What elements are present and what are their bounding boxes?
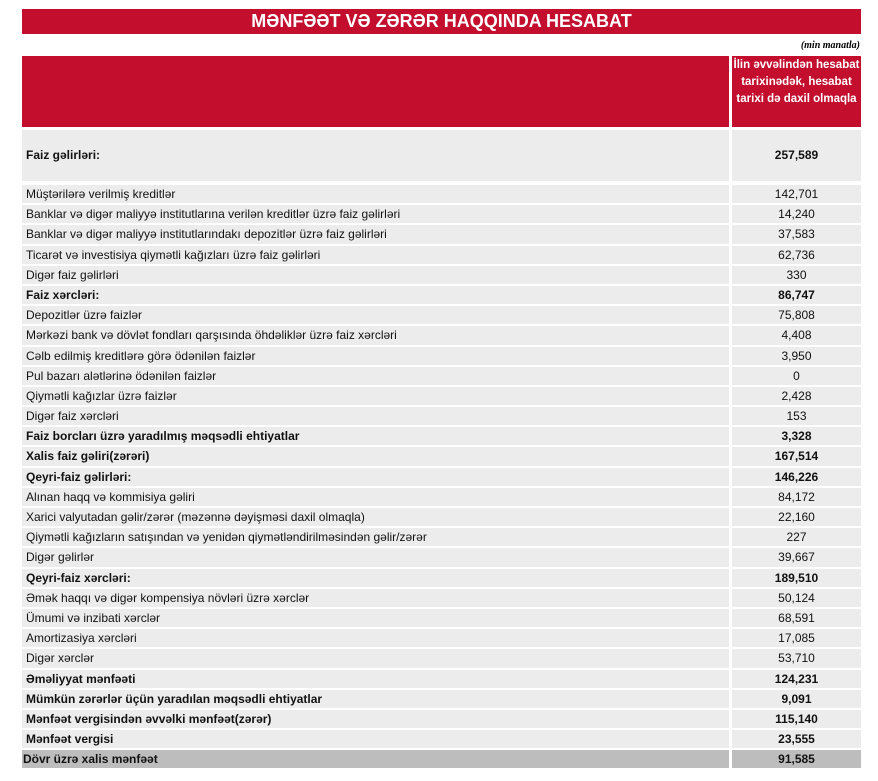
row-label: Banklar və digər maliyyə institutlarına … xyxy=(22,205,729,224)
table-row: Pul bazarı alətlərinə ödənilən faizlər 0 xyxy=(22,366,861,385)
row-label: Depozitlər üzrə faizlər xyxy=(22,306,729,325)
table-row: Banklar və digər maliyyə institutlarına … xyxy=(22,205,861,224)
table-row: Faiz xərcləri: 86,747 xyxy=(22,285,861,305)
row-value: 23,555 xyxy=(732,730,861,749)
row-label: Əməliyyat mənfəəti xyxy=(22,669,729,688)
table-row: Mənfəət vergisindən əvvəlki mənfəət(zərə… xyxy=(22,709,861,729)
row-value: 62,736 xyxy=(732,245,861,264)
row-value: 257,589 xyxy=(732,130,861,181)
row-label: Alınan haqq və kommisiya gəliri xyxy=(22,487,729,506)
row-value: 124,231 xyxy=(732,669,861,688)
row-value: 75,808 xyxy=(732,306,861,325)
row-value: 91,585 xyxy=(732,750,861,769)
row-label: Faiz xərcləri: xyxy=(22,285,729,305)
row-label: Qiymətli kağızların satışından və yenidə… xyxy=(22,528,729,547)
row-label: Banklar və digər maliyyə institutlarında… xyxy=(22,225,729,244)
row-label: Əmək haqqı və digər kompensiya növləri ü… xyxy=(22,588,729,607)
table-row: Faiz borcları üzrə yaradılmış məqsədli e… xyxy=(22,427,861,446)
row-label: Digər faiz gəlirləri xyxy=(22,265,729,284)
row-label: Mənfəət vergisi xyxy=(22,730,729,749)
table-header: İlin əvvəlindən hesabat tarixinədək, hes… xyxy=(22,56,861,127)
table-row: Əməliyyat mənfəəti 124,231 xyxy=(22,669,861,688)
table-row: Dövr üzrə xalis mənfəət 91,585 xyxy=(22,750,861,769)
row-label: Digər xərclər xyxy=(22,649,729,668)
row-label: Digər faiz xərcləri xyxy=(22,407,729,426)
row-value: 84,172 xyxy=(732,487,861,506)
header-label-cell xyxy=(22,56,729,127)
row-value: 142,701 xyxy=(732,185,861,204)
row-value: 3,950 xyxy=(732,346,861,365)
table-row: Depozitlər üzrə faizlər 75,808 xyxy=(22,306,861,325)
row-value: 0 xyxy=(732,366,861,385)
table-row: Mümkün zərərlər üçün yaradılan məqsədli … xyxy=(22,689,861,708)
row-label: Digər gəlirlər xyxy=(22,548,729,567)
row-label: Dövr üzrə xalis mənfəət xyxy=(22,750,729,769)
row-label: Ümumi və inzibati xərclər xyxy=(22,608,729,628)
row-label: Cəlb edilmiş kreditlərə görə ödənilən fa… xyxy=(22,346,729,365)
row-label: Mərkəzi bank və dövlət fondları qarşısın… xyxy=(22,326,729,345)
row-label: Pul bazarı alətlərinə ödənilən faizlər xyxy=(22,366,729,385)
row-label: Xalis faiz gəliri(zərəri) xyxy=(22,447,729,466)
row-value: 227 xyxy=(732,528,861,547)
row-value: 86,747 xyxy=(732,285,861,305)
row-label: Qeyri-faiz gəlirləri: xyxy=(22,467,729,486)
row-label: Xarici valyutadan gəlir/zərər (məzənnə d… xyxy=(22,508,729,527)
table-row: Digər faiz xərcləri 153 xyxy=(22,407,861,426)
row-label: Faiz gəlirləri: xyxy=(22,130,729,181)
row-value: 17,085 xyxy=(732,629,861,648)
row-value: 189,510 xyxy=(732,568,861,587)
table-row: Mənfəət vergisi 23,555 xyxy=(22,730,861,749)
row-value: 39,667 xyxy=(732,548,861,567)
table-row: Qeyri-faiz gəlirləri: 146,226 xyxy=(22,467,861,486)
table-row: Ümumi və inzibati xərclər 68,591 xyxy=(22,608,861,628)
row-value: 3,328 xyxy=(732,427,861,446)
row-value: 330 xyxy=(732,265,861,284)
row-value: 167,514 xyxy=(732,447,861,466)
table-row: Qeyri-faiz xərcləri: 189,510 xyxy=(22,568,861,587)
row-value: 2,428 xyxy=(732,386,861,406)
table-row: Digər faiz gəlirləri 330 xyxy=(22,265,861,284)
row-value: 68,591 xyxy=(732,608,861,628)
row-label: Qiymətli kağızlar üzrə faizlər xyxy=(22,386,729,406)
row-value: 115,140 xyxy=(732,709,861,729)
row-value: 50,124 xyxy=(732,588,861,607)
row-value: 14,240 xyxy=(732,205,861,224)
table-row: Qiymətli kağızların satışından və yenidə… xyxy=(22,528,861,547)
table-row: Ticarət və investisiya qiymətli kağızlar… xyxy=(22,245,861,264)
table-row: Faiz gəlirləri: 257,589 xyxy=(22,130,861,181)
table-row: Banklar və digər maliyyə institutlarında… xyxy=(22,225,861,244)
row-label: Ticarət və investisiya qiymətli kağızlar… xyxy=(22,245,729,264)
row-value: 146,226 xyxy=(732,467,861,486)
table-row: Xalis faiz gəliri(zərəri) 167,514 xyxy=(22,447,861,466)
table-row: Alınan haqq və kommisiya gəliri 84,172 xyxy=(22,487,861,506)
table-row: Amortizasiya xərcləri 17,085 xyxy=(22,629,861,648)
row-value: 53,710 xyxy=(732,649,861,668)
report-title: MƏNFƏƏT VƏ ZƏRƏR HAQQINDA HESABAT xyxy=(22,9,861,34)
row-value: 9,091 xyxy=(732,689,861,708)
table-row: Cəlb edilmiş kreditlərə görə ödənilən fa… xyxy=(22,346,861,365)
row-value: 22,160 xyxy=(732,508,861,527)
table-row: Müştərilərə verilmiş kreditlər 142,701 xyxy=(22,185,861,204)
row-label: Qeyri-faiz xərcləri: xyxy=(22,568,729,587)
table-row: Əmək haqqı və digər kompensiya növləri ü… xyxy=(22,588,861,607)
row-label: Mənfəət vergisindən əvvəlki mənfəət(zərə… xyxy=(22,709,729,729)
row-label: Müştərilərə verilmiş kreditlər xyxy=(22,185,729,204)
table-row: Digər xərclər 53,710 xyxy=(22,649,861,668)
table-row: Qiymətli kağızlar üzrə faizlər 2,428 xyxy=(22,386,861,406)
row-label: Amortizasiya xərcləri xyxy=(22,629,729,648)
table-row: Xarici valyutadan gəlir/zərər (məzənnə d… xyxy=(22,508,861,527)
header-period-column: İlin əvvəlindən hesabat tarixinədək, hes… xyxy=(732,56,861,127)
row-value: 4,408 xyxy=(732,326,861,345)
table-row: Digər gəlirlər 39,667 xyxy=(22,548,861,567)
statement-table: Faiz gəlirləri: 257,589 Müştərilərə verilm… xyxy=(22,130,861,770)
table-row: Mərkəzi bank və dövlət fondları qarşısın… xyxy=(22,326,861,345)
row-value: 153 xyxy=(732,407,861,426)
row-value: 37,583 xyxy=(732,225,861,244)
row-label: Faiz borcları üzrə yaradılmış məqsədli e… xyxy=(22,427,729,446)
unit-note: (min manatla) xyxy=(800,40,860,51)
row-label: Mümkün zərərlər üçün yaradılan məqsədli … xyxy=(22,689,729,708)
